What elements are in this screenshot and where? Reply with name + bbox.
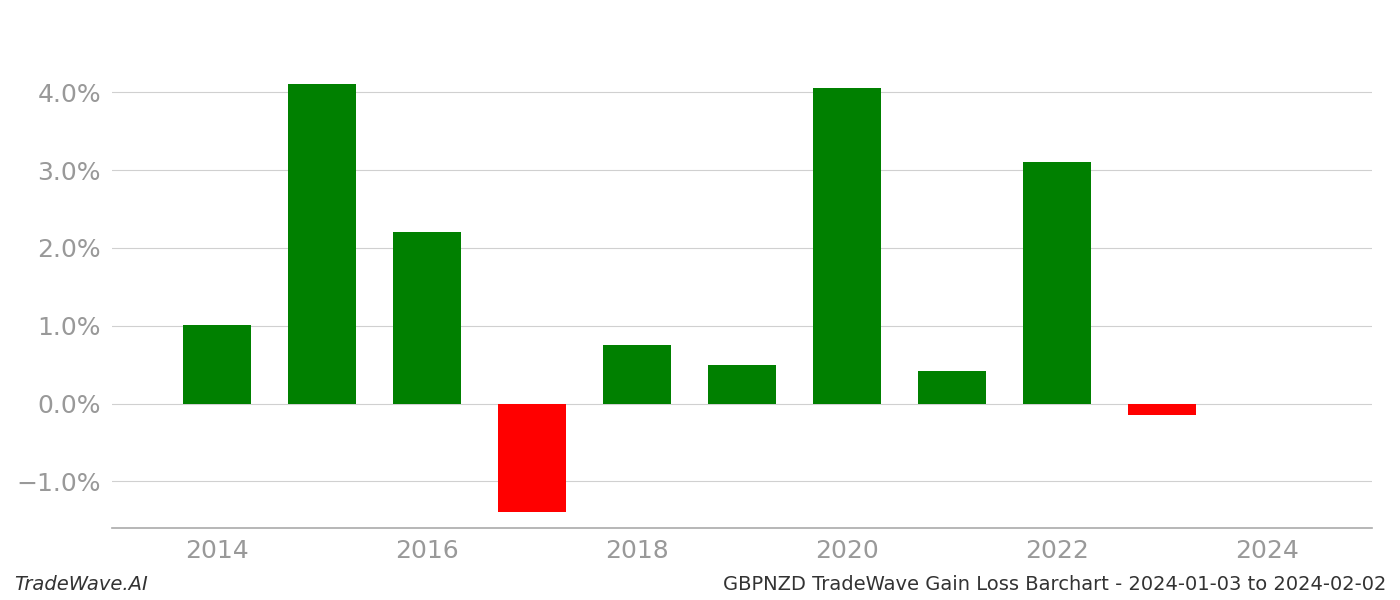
Bar (918, 371, 986, 403)
Bar (1128, 403, 1196, 415)
Text: TradeWave.AI: TradeWave.AI (14, 575, 148, 594)
Bar (1023, 162, 1091, 403)
Bar (813, 88, 881, 403)
Bar (708, 365, 776, 403)
Text: GBPNZD TradeWave Gain Loss Barchart - 2024-01-03 to 2024-02-02: GBPNZD TradeWave Gain Loss Barchart - 20… (722, 575, 1386, 594)
Bar (498, 403, 566, 512)
Bar (603, 345, 671, 403)
Bar (288, 85, 356, 403)
Bar (393, 232, 461, 403)
Bar (183, 325, 251, 403)
